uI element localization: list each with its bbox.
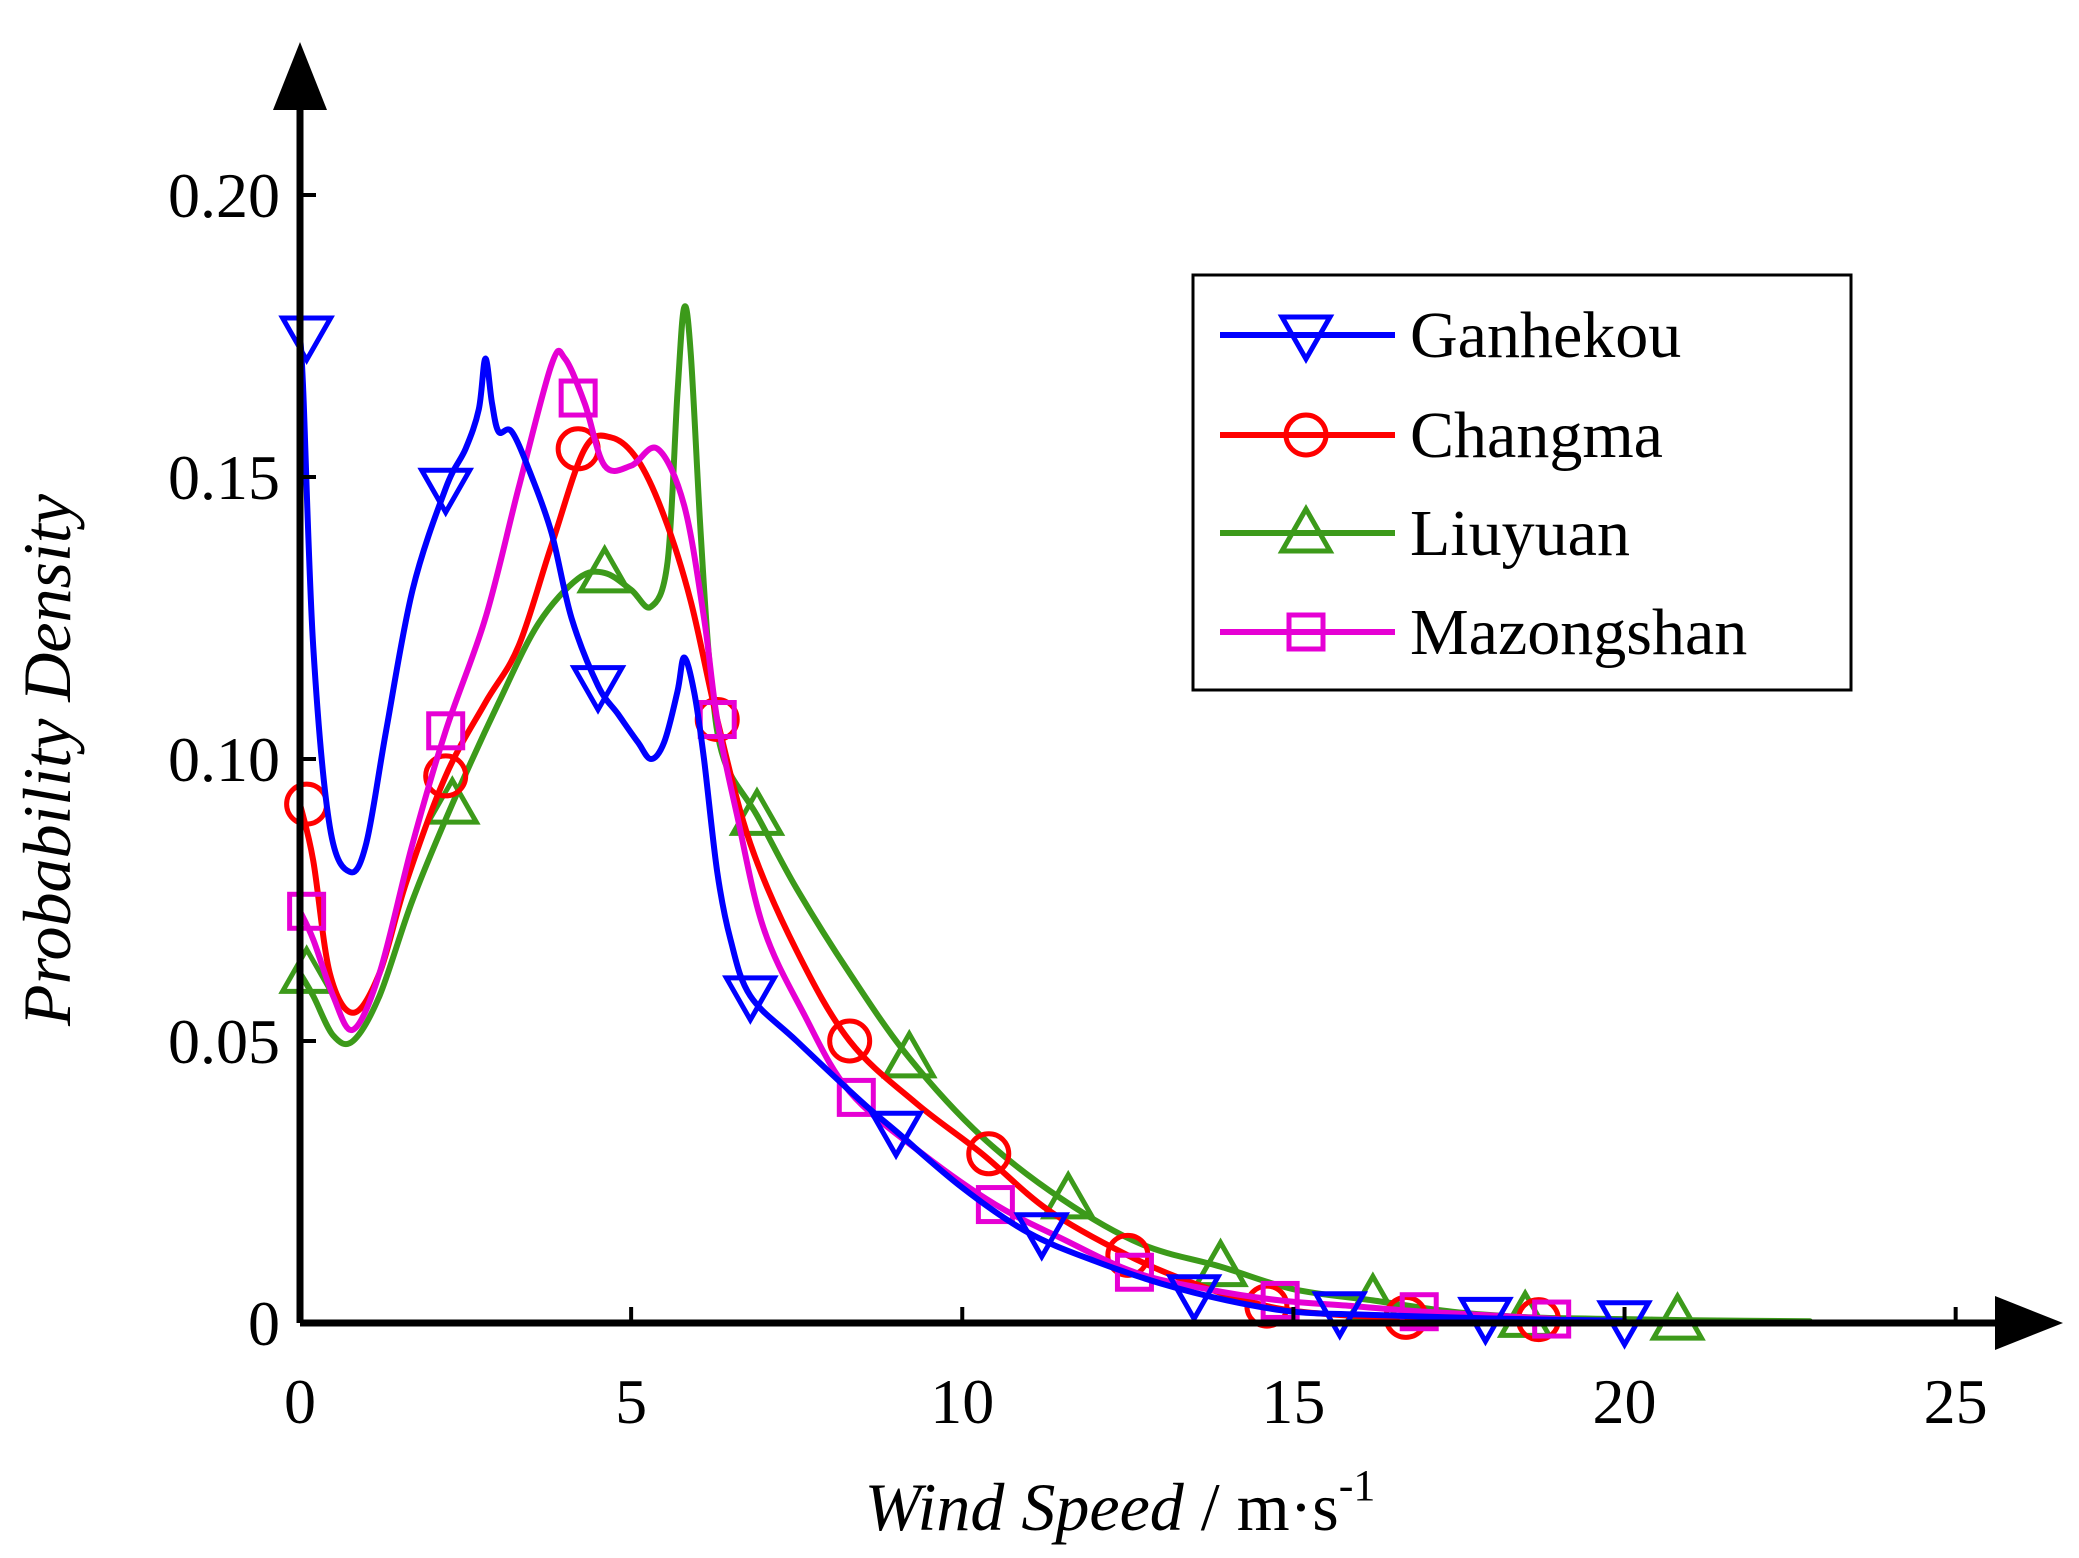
data-point-ganhekou [417,467,475,518]
data-point-mazongshan [558,378,598,418]
x-axis-title-superscript: -1 [1339,1461,1376,1510]
x-tick-label: 20 [1593,1366,1657,1437]
data-point-liuyuan [424,775,481,825]
y-axis-arrow [273,42,327,110]
legend: Ganhekou Changma Liuyuan Mazongshan [1191,273,1853,692]
legend-marker-liuyuan [1277,503,1335,554]
x-tick-label: 10 [930,1366,994,1437]
data-point-liuyuan [576,543,633,594]
data-point-mazongshan [1399,1292,1439,1332]
data-point-liuyuan [278,944,335,994]
legend-marker-changma [1283,412,1329,458]
data-point-liuyuan [1649,1291,1706,1341]
legend-label-changma: Changma [1410,399,1663,472]
axes-layer: 0 5 10 15 20 25 0 0.05 0.10 0.15 0.20 [168,42,2063,1437]
data-point-liuyuan [1039,1169,1097,1220]
y-axis-title: Probability Density [9,493,85,1027]
x-tick-label: 25 [1924,1366,1988,1437]
legend-label-liuyuan: Liuyuan [1410,497,1630,570]
x-tick-label: 0 [284,1366,316,1437]
x-axis-arrow [1995,1296,2063,1350]
data-point-changma [827,1018,873,1064]
legend-marker-mazongshan [1286,612,1326,652]
series-line-liuyuan [297,303,1813,1325]
legend-item-liuyuan: Liuyuan [1220,497,1630,570]
data-point-mazongshan [426,711,466,751]
data-point-mazongshan [1260,1280,1300,1320]
data-point-changma [966,1131,1012,1177]
data-point-ganhekou [1013,1212,1071,1262]
y-tick-label: 0.05 [168,1006,280,1077]
legend-item-changma: Changma [1220,399,1663,472]
data-point-liuyuan [728,786,786,836]
data-point-changma [423,753,469,799]
legend-label-ganhekou: Ganhekou [1410,299,1681,372]
data-point-ganhekou [278,315,335,366]
data-point-ganhekou [867,1110,925,1161]
y-tick-label: 0 [248,1288,280,1359]
x-tick-label: 5 [615,1366,647,1437]
data-point-mazongshan [287,891,327,931]
data-point-mazongshan [975,1185,1015,1225]
legend-entries: Ganhekou Changma Liuyuan Mazongshan [1220,299,1747,669]
y-tick-label: 0.10 [168,724,280,795]
series-line-ganhekou [297,333,1628,1324]
data-point-mazongshan [836,1077,876,1117]
legend-label-mazongshan: Mazongshan [1410,596,1747,669]
data-point-ganhekou [722,975,779,1025]
x-axis-title-unit: / m·s [1184,1469,1339,1545]
legend-marker-ganhekou [1277,314,1335,365]
x-axis-title-name: Wind Speed [865,1469,1185,1545]
y-tick-label: 0.20 [168,160,280,231]
legend-item-ganhekou: Ganhekou [1220,299,1681,372]
data-point-ganhekou [1165,1274,1223,1324]
data-point-liuyuan [880,1028,938,1079]
legend-item-mazongshan: Mazongshan [1220,596,1747,669]
y-tick-label: 0.15 [168,442,280,513]
data-point-ganhekou [569,665,627,715]
x-axis-title: Wind Speed / m·s-1 [865,1461,1376,1545]
data-point-ganhekou [1311,1291,1369,1341]
data-point-liuyuan [1192,1237,1249,1288]
series-layer [278,303,1813,1350]
legend-box [1191,273,1853,692]
x-tick-label: 15 [1261,1366,1325,1437]
